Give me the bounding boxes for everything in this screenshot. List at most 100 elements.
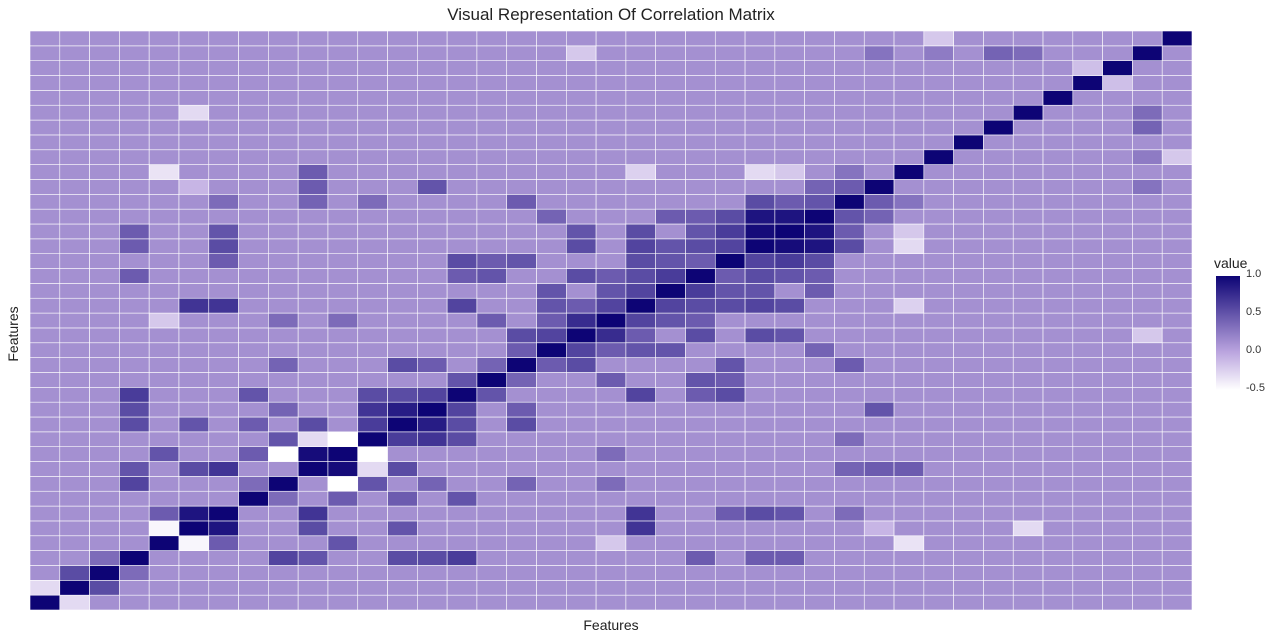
heatmap-cell (863, 520, 895, 537)
heatmap-cell (148, 30, 180, 47)
heatmap-cell (595, 283, 627, 299)
heatmap-cell (863, 594, 895, 611)
heatmap-cell (595, 505, 627, 522)
heatmap-cell (446, 565, 478, 581)
heatmap-cell (89, 149, 120, 165)
heatmap-cell (506, 357, 537, 373)
heatmap-cell (595, 297, 627, 314)
heatmap-cell (327, 580, 359, 596)
heatmap-cell (327, 268, 359, 284)
heatmap-cell (1102, 104, 1133, 121)
heatmap-cell (923, 30, 954, 47)
heatmap-cell (804, 565, 835, 581)
heatmap-cell (1012, 357, 1044, 373)
heatmap-cell (923, 505, 954, 522)
heatmap-cell (417, 119, 448, 136)
heatmap-cell (536, 565, 567, 581)
heatmap-cell (1132, 550, 1163, 566)
heatmap-cell (685, 490, 716, 507)
heatmap-cell (774, 223, 805, 240)
heatmap-cell (536, 357, 567, 373)
heatmap-cell (476, 45, 508, 61)
heatmap-cell (476, 312, 508, 329)
heatmap-cell (89, 535, 120, 551)
heatmap-cell (595, 490, 627, 507)
heatmap-cell (29, 580, 61, 596)
heatmap-cell (59, 461, 90, 477)
heatmap-cell (387, 253, 418, 269)
heatmap-cell (387, 75, 418, 91)
heatmap-cell (208, 357, 239, 373)
heatmap-cell (893, 179, 925, 195)
heatmap-cell (59, 594, 90, 611)
heatmap-cell (178, 520, 210, 537)
heatmap-cell (834, 60, 865, 76)
heatmap-cell (923, 342, 954, 358)
heatmap-cell (953, 208, 984, 225)
heatmap-cell (834, 490, 865, 507)
heatmap-cell (506, 90, 537, 106)
heatmap-cell (863, 357, 895, 373)
heatmap-cell (893, 342, 925, 358)
heatmap-cell (655, 357, 686, 373)
heatmap-cell (685, 357, 716, 373)
heatmap-cell (1042, 594, 1074, 611)
heatmap-cell (863, 342, 895, 358)
heatmap-cell (774, 594, 805, 611)
heatmap-cell (506, 565, 537, 581)
heatmap-cell (506, 372, 537, 388)
heatmap-cell (1042, 253, 1074, 269)
heatmap-cell (89, 253, 120, 269)
heatmap-cell (238, 550, 269, 566)
heatmap-cell (625, 550, 656, 566)
heatmap-cell (148, 75, 180, 91)
heatmap-cell (357, 357, 388, 373)
heatmap-cell (208, 387, 239, 403)
heatmap-cell (506, 535, 537, 551)
heatmap-cell (1042, 208, 1074, 225)
heatmap-cell (744, 505, 776, 522)
heatmap-cell (536, 238, 567, 255)
heatmap-cell (446, 134, 478, 151)
heatmap-cell (983, 490, 1014, 507)
heatmap-cell (863, 283, 895, 299)
heatmap-cell (29, 431, 61, 448)
heatmap-cell (506, 342, 537, 358)
heatmap-cell (834, 134, 865, 151)
heatmap-cell (1132, 119, 1163, 136)
heatmap-cell (1132, 327, 1163, 344)
heatmap-cell (327, 357, 359, 373)
heatmap-cell (893, 431, 925, 448)
heatmap-cell (446, 60, 478, 76)
heatmap-cell (59, 30, 90, 47)
heatmap-cell (29, 30, 61, 47)
heatmap-cell (208, 223, 239, 240)
heatmap-cell (1042, 387, 1074, 403)
heatmap-cell (1161, 565, 1193, 581)
heatmap-cell (983, 208, 1014, 225)
heatmap-cell (953, 431, 984, 448)
heatmap-cell (863, 312, 895, 329)
heatmap-cell (655, 208, 686, 225)
heatmap-cell (595, 30, 627, 47)
heatmap-cell (476, 60, 508, 76)
heatmap-cell (714, 580, 746, 596)
heatmap-cell (953, 580, 984, 596)
heatmap-cell (417, 75, 448, 91)
heatmap-cell (744, 520, 776, 537)
heatmap-cell (1012, 401, 1044, 418)
heatmap-cell (953, 60, 984, 76)
heatmap-cell (1072, 372, 1103, 388)
heatmap-cell (268, 253, 299, 269)
heatmap-cell (744, 45, 776, 61)
heatmap-cell (595, 372, 627, 388)
heatmap-cell (1012, 104, 1044, 121)
heatmap-cell (29, 327, 61, 344)
heatmap-cell (59, 297, 90, 314)
heatmap-cell (744, 194, 776, 210)
heatmap-cell (1132, 149, 1163, 165)
heatmap-cell (685, 297, 716, 314)
heatmap-cell (655, 342, 686, 358)
heatmap-cell (446, 535, 478, 551)
